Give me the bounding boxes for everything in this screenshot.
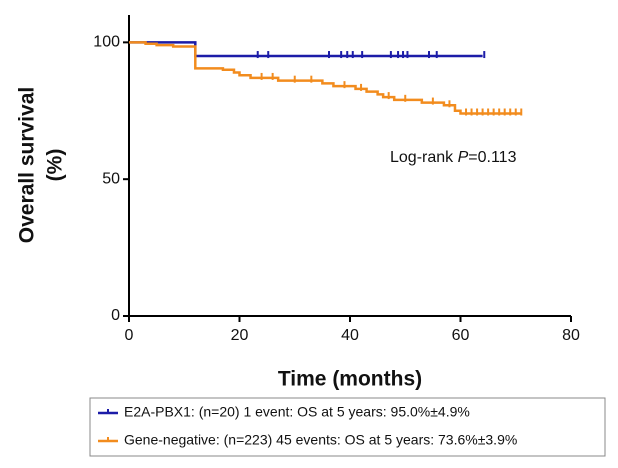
x-tick-label: 40	[341, 327, 359, 344]
x-tick-label: 0	[125, 327, 134, 344]
legend-box	[89, 397, 606, 457]
survival-curve	[129, 41, 522, 115]
annotation: Log-rank P=0.113	[390, 149, 517, 166]
x-tick-label: 20	[231, 327, 249, 344]
y-axis-title: Overall survival	[16, 87, 39, 243]
annotation-part: P	[458, 149, 469, 166]
x-axis-title: Time (months)	[278, 368, 422, 391]
legend-label: Gene-negative: (n=223) 45 events: OS at …	[124, 432, 517, 448]
y-tick-label: 0	[111, 307, 120, 324]
y-tick-label: 100	[93, 34, 120, 51]
legend-label: E2A-PBX1: (n=20) 1 event: OS at 5 years:…	[124, 404, 470, 420]
x-tick-label: 60	[452, 327, 470, 344]
x-tick-label: 80	[562, 327, 580, 344]
y-axis-title: (%)	[44, 149, 67, 182]
y-tick-label: 50	[102, 170, 120, 187]
annotation-part: =0.113	[468, 149, 516, 166]
annotation-part: Log-rank	[390, 149, 458, 166]
